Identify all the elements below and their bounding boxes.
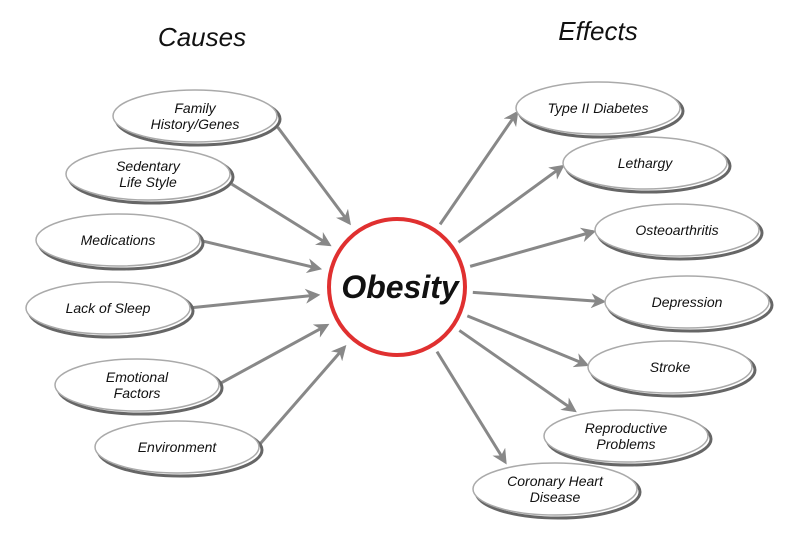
node: Depression [604, 275, 774, 333]
arrow [472, 290, 607, 309]
node: Lethargy [562, 136, 732, 194]
node-label-line: Reproductive [585, 420, 668, 436]
node: Environment [94, 420, 264, 478]
node-label: Emotional Factors [106, 369, 169, 401]
node-label-line: Emotional [106, 369, 169, 385]
arrow [201, 239, 323, 274]
node-ellipse [112, 89, 278, 143]
node-label: Depression [652, 294, 723, 310]
node-label: Type II Diabetes [548, 100, 649, 116]
node-label-line: Lack of Sleep [66, 300, 151, 316]
arrow [435, 350, 507, 465]
node: Coronary Heart Disease [472, 462, 642, 520]
node-ellipse [587, 340, 753, 394]
node: Family History/Genes [112, 89, 282, 147]
node-label: Lack of Sleep [66, 300, 151, 316]
node-label: Lethargy [618, 155, 673, 171]
node-label: Coronary Heart Disease [507, 473, 604, 505]
node-label-line: Lethargy [618, 155, 673, 171]
node-label-line: Type II Diabetes [548, 100, 649, 116]
node: Sedentary Life Style [65, 147, 235, 205]
node-label: Reproductive Problems [585, 420, 668, 452]
node-label: Osteoarthritis [635, 222, 718, 238]
node-label-line: Stroke [650, 359, 691, 375]
node-ellipse [54, 358, 220, 412]
node-label: Stroke [650, 359, 691, 375]
node-ellipse [594, 203, 760, 257]
node-ellipse [562, 136, 728, 190]
node: Emotional Factors [54, 358, 224, 416]
arrow [276, 126, 351, 226]
node: Type II Diabetes [515, 81, 685, 139]
node-label-line: Depression [652, 294, 723, 310]
node: Osteoarthritis [594, 203, 764, 261]
node-ellipse [25, 281, 191, 335]
arrow [469, 227, 597, 268]
node-label-line: Medications [81, 232, 156, 248]
node-label: Family History/Genes [151, 100, 240, 132]
node-label-line: Problems [596, 436, 655, 452]
node-ellipse [515, 81, 681, 135]
node-label-line: History/Genes [151, 116, 240, 132]
node-ellipse [604, 275, 770, 329]
node: Medications [35, 213, 205, 271]
arrow [457, 164, 565, 244]
node-label-line: Sedentary [116, 158, 181, 174]
arrow [192, 288, 321, 310]
node-label: Environment [138, 439, 218, 455]
node-label-line: Disease [530, 489, 581, 505]
arrow [458, 329, 577, 413]
arrow [438, 110, 519, 226]
nodes: Family History/Genes Sedentary Life Style Me… [25, 81, 774, 520]
causes-heading: Causes [158, 22, 246, 52]
node-ellipse [472, 462, 638, 516]
arrow [466, 314, 590, 368]
node-label-line: Family [174, 100, 216, 116]
node-label-line: Environment [138, 439, 218, 455]
node: Lack of Sleep [25, 281, 195, 339]
node-label-line: Coronary Heart [507, 473, 604, 489]
node-label: Sedentary Life Style [116, 158, 181, 190]
node-label: Medications [81, 232, 156, 248]
arrow [230, 182, 332, 247]
node-label-line: Life Style [119, 174, 177, 190]
node-ellipse [65, 147, 231, 201]
node-label-line: Osteoarthritis [635, 222, 718, 238]
node: Reproductive Problems [543, 409, 713, 467]
center-circle [327, 217, 467, 357]
arrows [192, 110, 607, 465]
effects-heading: Effects [558, 16, 637, 46]
arrow [258, 345, 347, 445]
arrow [220, 323, 330, 385]
node-ellipse [94, 420, 260, 474]
center-label: Obesity [341, 269, 461, 305]
node-label-line: Factors [114, 385, 161, 401]
node: Stroke [587, 340, 757, 398]
node-ellipse [543, 409, 709, 463]
node-ellipse [35, 213, 201, 267]
